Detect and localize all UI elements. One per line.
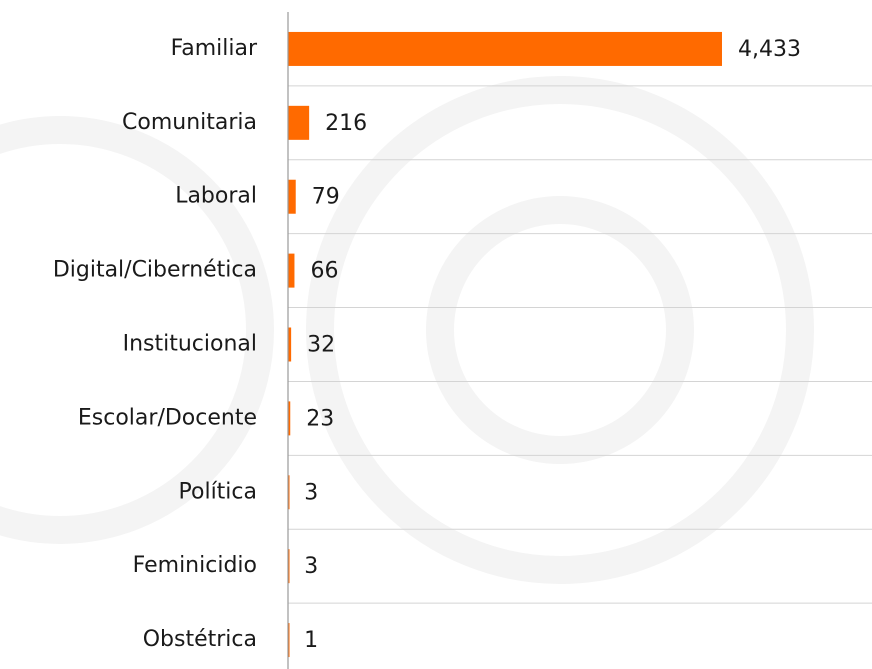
watermark — [0, 76, 814, 584]
y-tick-label: Escolar/Docente — [78, 405, 257, 430]
value-label: 3 — [304, 480, 318, 505]
value-label: 216 — [325, 111, 367, 136]
bar — [288, 253, 295, 288]
y-tick-label: Obstétrica — [143, 627, 257, 652]
bar — [288, 31, 722, 66]
value-label: 66 — [310, 259, 338, 284]
y-tick-label: Política — [179, 479, 257, 504]
y-tick-label: Feminicidio — [133, 553, 257, 578]
value-label: 3 — [304, 554, 318, 579]
bar — [288, 327, 292, 362]
y-tick-label: Institucional — [123, 332, 257, 357]
value-label: 4,433 — [738, 37, 801, 62]
bar — [288, 105, 310, 140]
y-tick-label: Familiar — [171, 36, 258, 61]
y-tick-label: Digital/Cibernética — [53, 258, 257, 283]
bar — [288, 401, 291, 436]
value-label: 23 — [306, 406, 334, 431]
y-tick-label: Laboral — [175, 184, 257, 209]
value-label: 1 — [304, 628, 318, 653]
y-tick-label: Comunitaria — [122, 110, 257, 135]
bar — [288, 179, 296, 214]
value-label: 32 — [307, 333, 335, 358]
bar — [288, 475, 290, 510]
bar — [288, 623, 290, 658]
value-label: 79 — [312, 185, 340, 210]
bar — [288, 549, 290, 584]
